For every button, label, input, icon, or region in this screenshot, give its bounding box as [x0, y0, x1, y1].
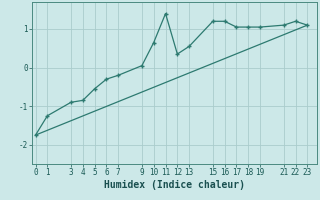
- X-axis label: Humidex (Indice chaleur): Humidex (Indice chaleur): [104, 180, 245, 190]
